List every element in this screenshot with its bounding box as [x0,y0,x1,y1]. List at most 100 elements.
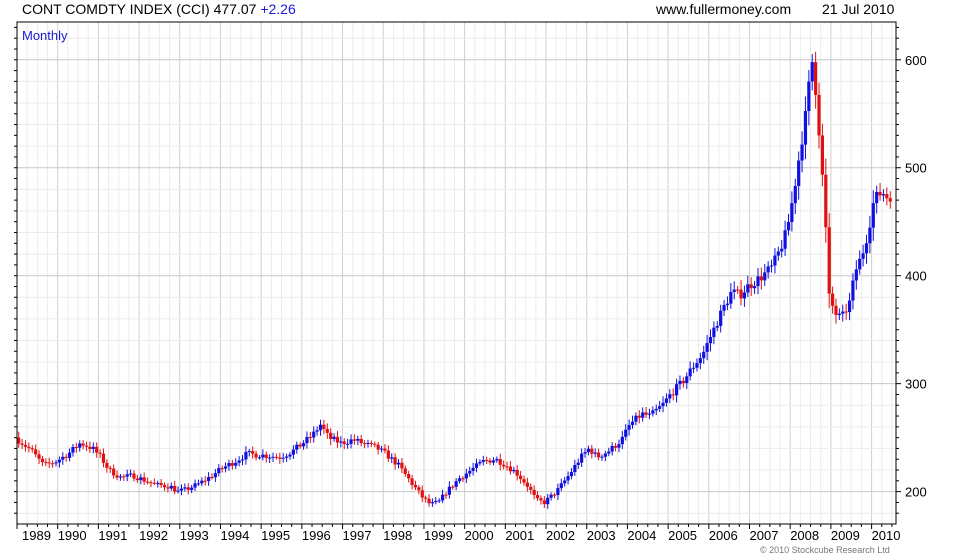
candle-body [47,462,51,464]
candle [200,477,204,487]
candle [634,412,638,426]
candle-body [607,451,611,454]
candle-body [427,498,431,504]
candle-body [695,363,699,368]
candle [318,419,323,436]
candle-body [156,482,160,484]
candle-body [590,448,594,454]
candle-body [671,394,675,396]
candle [668,389,672,404]
candle [278,452,282,464]
candle [766,261,770,279]
candle [783,220,787,257]
candle-body [468,470,472,474]
candle [858,250,862,275]
candle-body [830,293,835,306]
candle-body [129,473,133,475]
candle-body [485,459,489,461]
candle-body [698,358,702,364]
candle [285,453,289,462]
candle [532,485,536,500]
candle-body [318,424,323,431]
candle [641,407,645,422]
candle-body [437,500,441,502]
candle [268,454,272,463]
candle [44,458,48,467]
candle [613,442,618,452]
candle [797,151,801,200]
candle [739,280,743,306]
candle [183,483,187,492]
candle-body [230,463,234,466]
candle [810,54,814,91]
candle [800,131,804,173]
candle [271,452,275,463]
candle-body [417,487,421,491]
candle-body [23,444,28,447]
candle-body [610,445,614,452]
candle-body [61,456,65,460]
candle [525,477,529,492]
candle [786,213,791,236]
candle-body [888,198,892,202]
candle [824,158,828,243]
candle-body [217,468,221,474]
candle [274,453,279,460]
candle [139,473,143,485]
candle-body [74,446,78,448]
candle-body [190,487,194,490]
candle-body [858,258,862,270]
candle-body [152,482,156,484]
candle-body [644,412,648,415]
candle [427,494,431,507]
plot-frame [16,21,897,525]
candle-body [257,457,262,459]
candle [488,458,492,466]
candle-body [424,497,428,499]
candle-body [664,398,669,403]
candle-body [505,466,509,468]
candle-body [112,468,116,476]
candle-body [705,343,709,352]
candle-body [573,465,577,473]
candle-body [651,410,655,414]
candle [23,440,28,452]
candle-body [410,478,414,485]
candle-body [478,461,482,464]
candle-body [881,194,886,196]
candle-body [634,415,638,422]
candle [508,461,513,475]
candle [95,442,99,458]
candle [78,440,82,452]
candle-body [220,468,224,470]
candle [291,445,295,459]
candle [478,459,482,466]
x-tick-label: 1995 [261,528,290,543]
candle [705,335,709,361]
candle-body [342,441,346,445]
candle [830,286,835,314]
candle [793,178,797,215]
candle [539,495,543,505]
candle [349,434,353,449]
candle-body [461,478,465,480]
candle [732,281,736,300]
candle [332,433,336,442]
candle-body [844,311,848,313]
candle [20,439,24,449]
candle [515,465,519,481]
candle [196,479,201,487]
candle-body [878,191,882,196]
candle [366,439,370,448]
candle [84,441,89,452]
candle [888,191,892,209]
candle-body [790,203,794,222]
candle-body [817,94,821,136]
candle [166,483,170,493]
candle-body [495,459,499,461]
candle-body [580,453,584,463]
candle [549,492,553,501]
candle-body [766,266,770,273]
candle [234,458,238,469]
candle [695,358,699,372]
